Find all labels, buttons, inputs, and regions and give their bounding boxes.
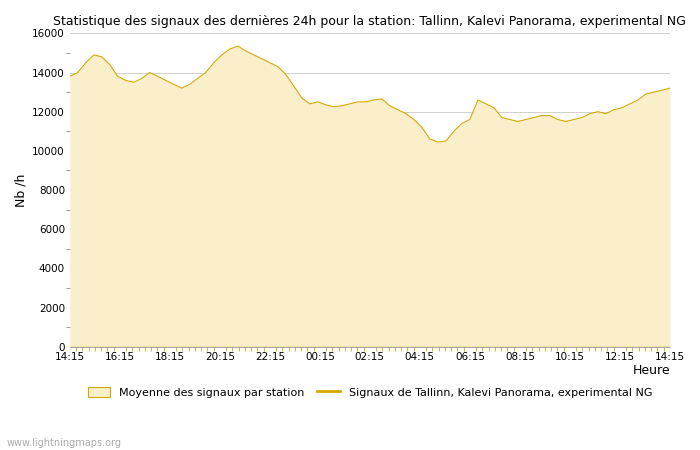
Legend: Moyenne des signaux par station, Signaux de Tallinn, Kalevi Panorama, experiment: Moyenne des signaux par station, Signaux…	[88, 387, 652, 397]
Title: Statistique des signaux des dernières 24h pour la station: Tallinn, Kalevi Panor: Statistique des signaux des dernières 24…	[53, 15, 686, 28]
Text: www.lightningmaps.org: www.lightningmaps.org	[7, 438, 122, 448]
X-axis label: Heure: Heure	[632, 364, 670, 377]
Y-axis label: Nb /h: Nb /h	[15, 173, 28, 207]
